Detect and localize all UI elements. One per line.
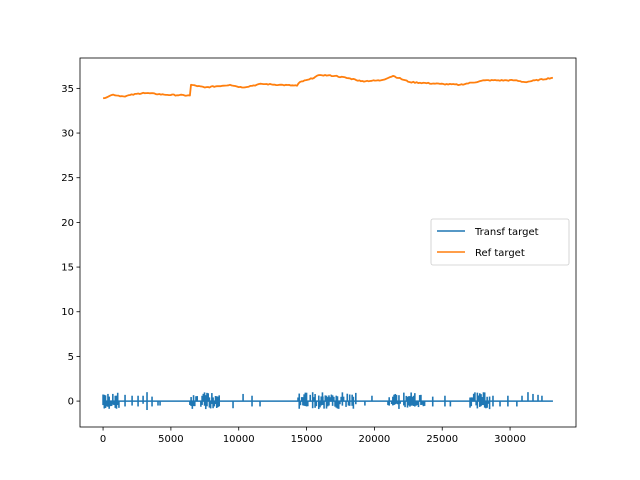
y-tick-label: 25	[61, 173, 74, 184]
x-tick-label: 0	[100, 434, 106, 445]
y-tick-label: 20	[61, 218, 74, 229]
x-tick-label: 25000	[426, 434, 458, 445]
x-tick-label: 15000	[291, 434, 323, 445]
x-tick-label: 30000	[494, 434, 526, 445]
y-tick-label: 10	[61, 307, 74, 318]
y-tick-label: 30	[61, 129, 74, 140]
y-tick-label: 0	[68, 397, 74, 408]
x-tick-label: 20000	[358, 434, 390, 445]
legend: Transf target Ref target	[430, 218, 570, 266]
y-tick-label: 15	[61, 263, 74, 274]
series-ref-target	[103, 74, 554, 100]
x-tick-label: 5000	[158, 434, 183, 445]
y-tick-label: 35	[61, 84, 74, 95]
y-tick-label: 5	[68, 352, 74, 363]
axes-frame	[79, 57, 577, 428]
x-tick-label: 10000	[223, 434, 255, 445]
legend-label-transf: Transf target	[474, 227, 539, 238]
series-transf-target	[102, 392, 553, 411]
legend-label-ref: Ref target	[475, 248, 525, 259]
